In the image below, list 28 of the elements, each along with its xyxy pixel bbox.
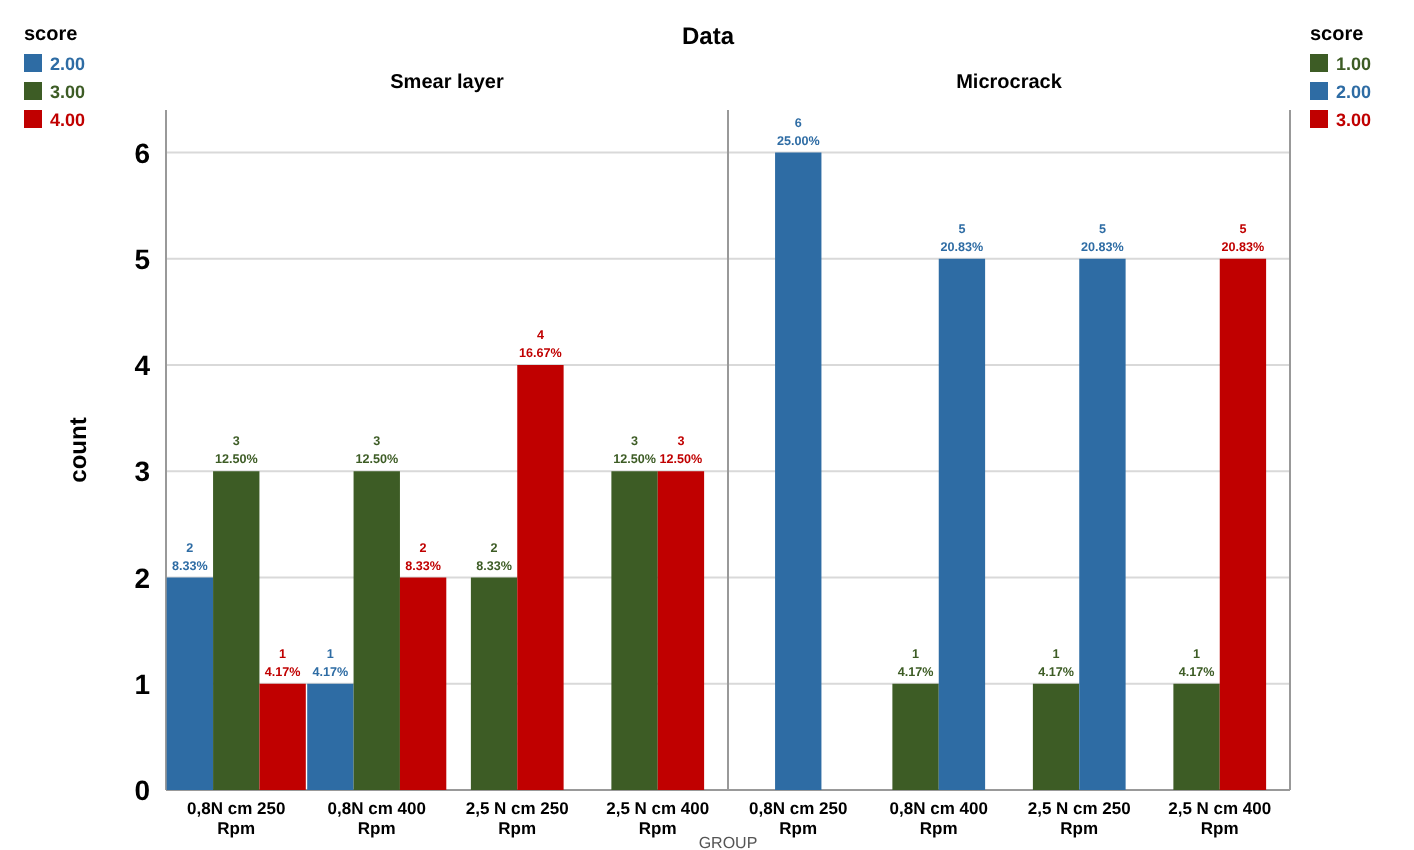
x-tick-label: 2,5 N cm 400 Rpm [606, 798, 710, 838]
y-tick-label: 2 [134, 561, 151, 594]
y-tick-label: 3 [134, 455, 151, 488]
chart-title: Microcrack [956, 72, 1063, 94]
legend-label: 4.00 [50, 110, 86, 130]
x-tick-label: 2,5 N cm 250 Rpm [1027, 798, 1132, 838]
x-tick-label: 0,8N cm 400 Rpm [327, 798, 427, 838]
y-tick-label: 6 [134, 136, 151, 169]
y-tick-label: 4 [134, 349, 151, 381]
x-tick-label: 0,8N cm 250 Rpm [749, 798, 848, 838]
legend-title: score [24, 24, 79, 46]
chart-title: Data [681, 22, 735, 50]
y-tick-label: 5 [134, 242, 151, 275]
legend-label: 1.00 [1336, 54, 1372, 74]
chart-subtitle: Smear layer [390, 72, 504, 94]
legend-label: 2.00 [50, 54, 86, 74]
legend-title: score [1310, 24, 1365, 46]
y-tick-label: 1 [134, 667, 151, 700]
legend-label: 3.00 [50, 82, 86, 102]
x-tick-label: 2,5 N cm 400 Rpm [1168, 798, 1272, 838]
y-axis-title: count [64, 417, 92, 483]
x-axis-title: GROUP [698, 834, 758, 850]
y-tick-label: 0 [134, 774, 151, 806]
x-tick-label: 2,5 N cm 250 Rpm [465, 798, 570, 838]
legend-label: 3.00 [1336, 110, 1372, 130]
x-tick-label: 0,8N cm 400 Rpm [889, 798, 989, 838]
legend-label: 2.00 [1336, 82, 1372, 102]
x-tick-label: 0,8N cm 250 Rpm [187, 798, 286, 838]
